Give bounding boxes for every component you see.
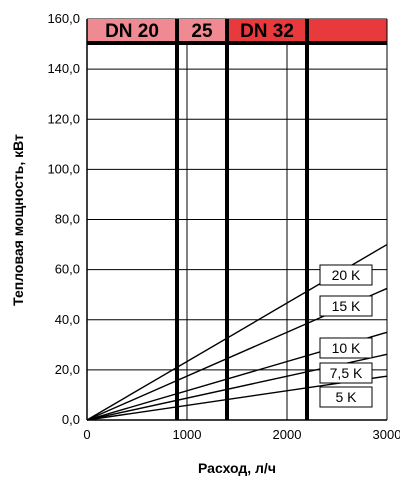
y-tick-label: 140,0 [47,61,80,76]
size-band [307,19,387,42]
size-band [177,19,227,42]
size-band-label: 25 [191,21,213,42]
curve-label-box [319,295,373,317]
curve-label: 10 K [332,340,361,356]
curve-label-box [319,386,373,408]
curve-label: 20 K [332,267,361,283]
size-bands: DN 20 25 DN 32 [87,19,387,45]
x-axis-title: Расход, л/ч [198,460,276,476]
y-tick-label: 80,0 [55,212,80,227]
x-tick-label: 0 [83,427,90,442]
size-band-label: DN 20 [105,21,159,42]
y-tick-label: 60,0 [55,262,80,277]
size-boundaries [175,19,309,420]
y-tick-label: 0,0 [62,412,80,427]
size-band [227,19,307,42]
y-tick-label: 160,0 [47,11,80,26]
x-tick-label: 1000 [173,427,202,442]
tick-labels: 0,0 20,0 40,0 60,0 80,0 100,0 120,0 140,0 160,0 0… [47,11,400,442]
y-tick-label: 20,0 [55,362,80,377]
curve-label-box [319,362,373,384]
curve-label: 5 K [335,389,357,405]
y-tick-label: 120,0 [47,111,80,126]
curve-label-box [319,337,373,359]
curve-labels: 20 K 15 K 10 K 7,5 K 5 K [319,264,373,408]
y-tick-label: 100,0 [47,161,80,176]
curve-label-box [319,264,373,286]
curve-label: 15 K [332,298,361,314]
curve-label: 7,5 K [330,365,363,381]
x-tick-label: 3000 [373,427,400,442]
y-axis-title: Тепловая мощность, кВт [10,134,26,306]
grid [87,18,387,420]
size-band-label: DN 32 [240,21,294,42]
y-tick-label: 40,0 [55,312,80,327]
axes [86,19,388,421]
x-tick-label: 2000 [273,427,302,442]
size-band [87,19,177,42]
